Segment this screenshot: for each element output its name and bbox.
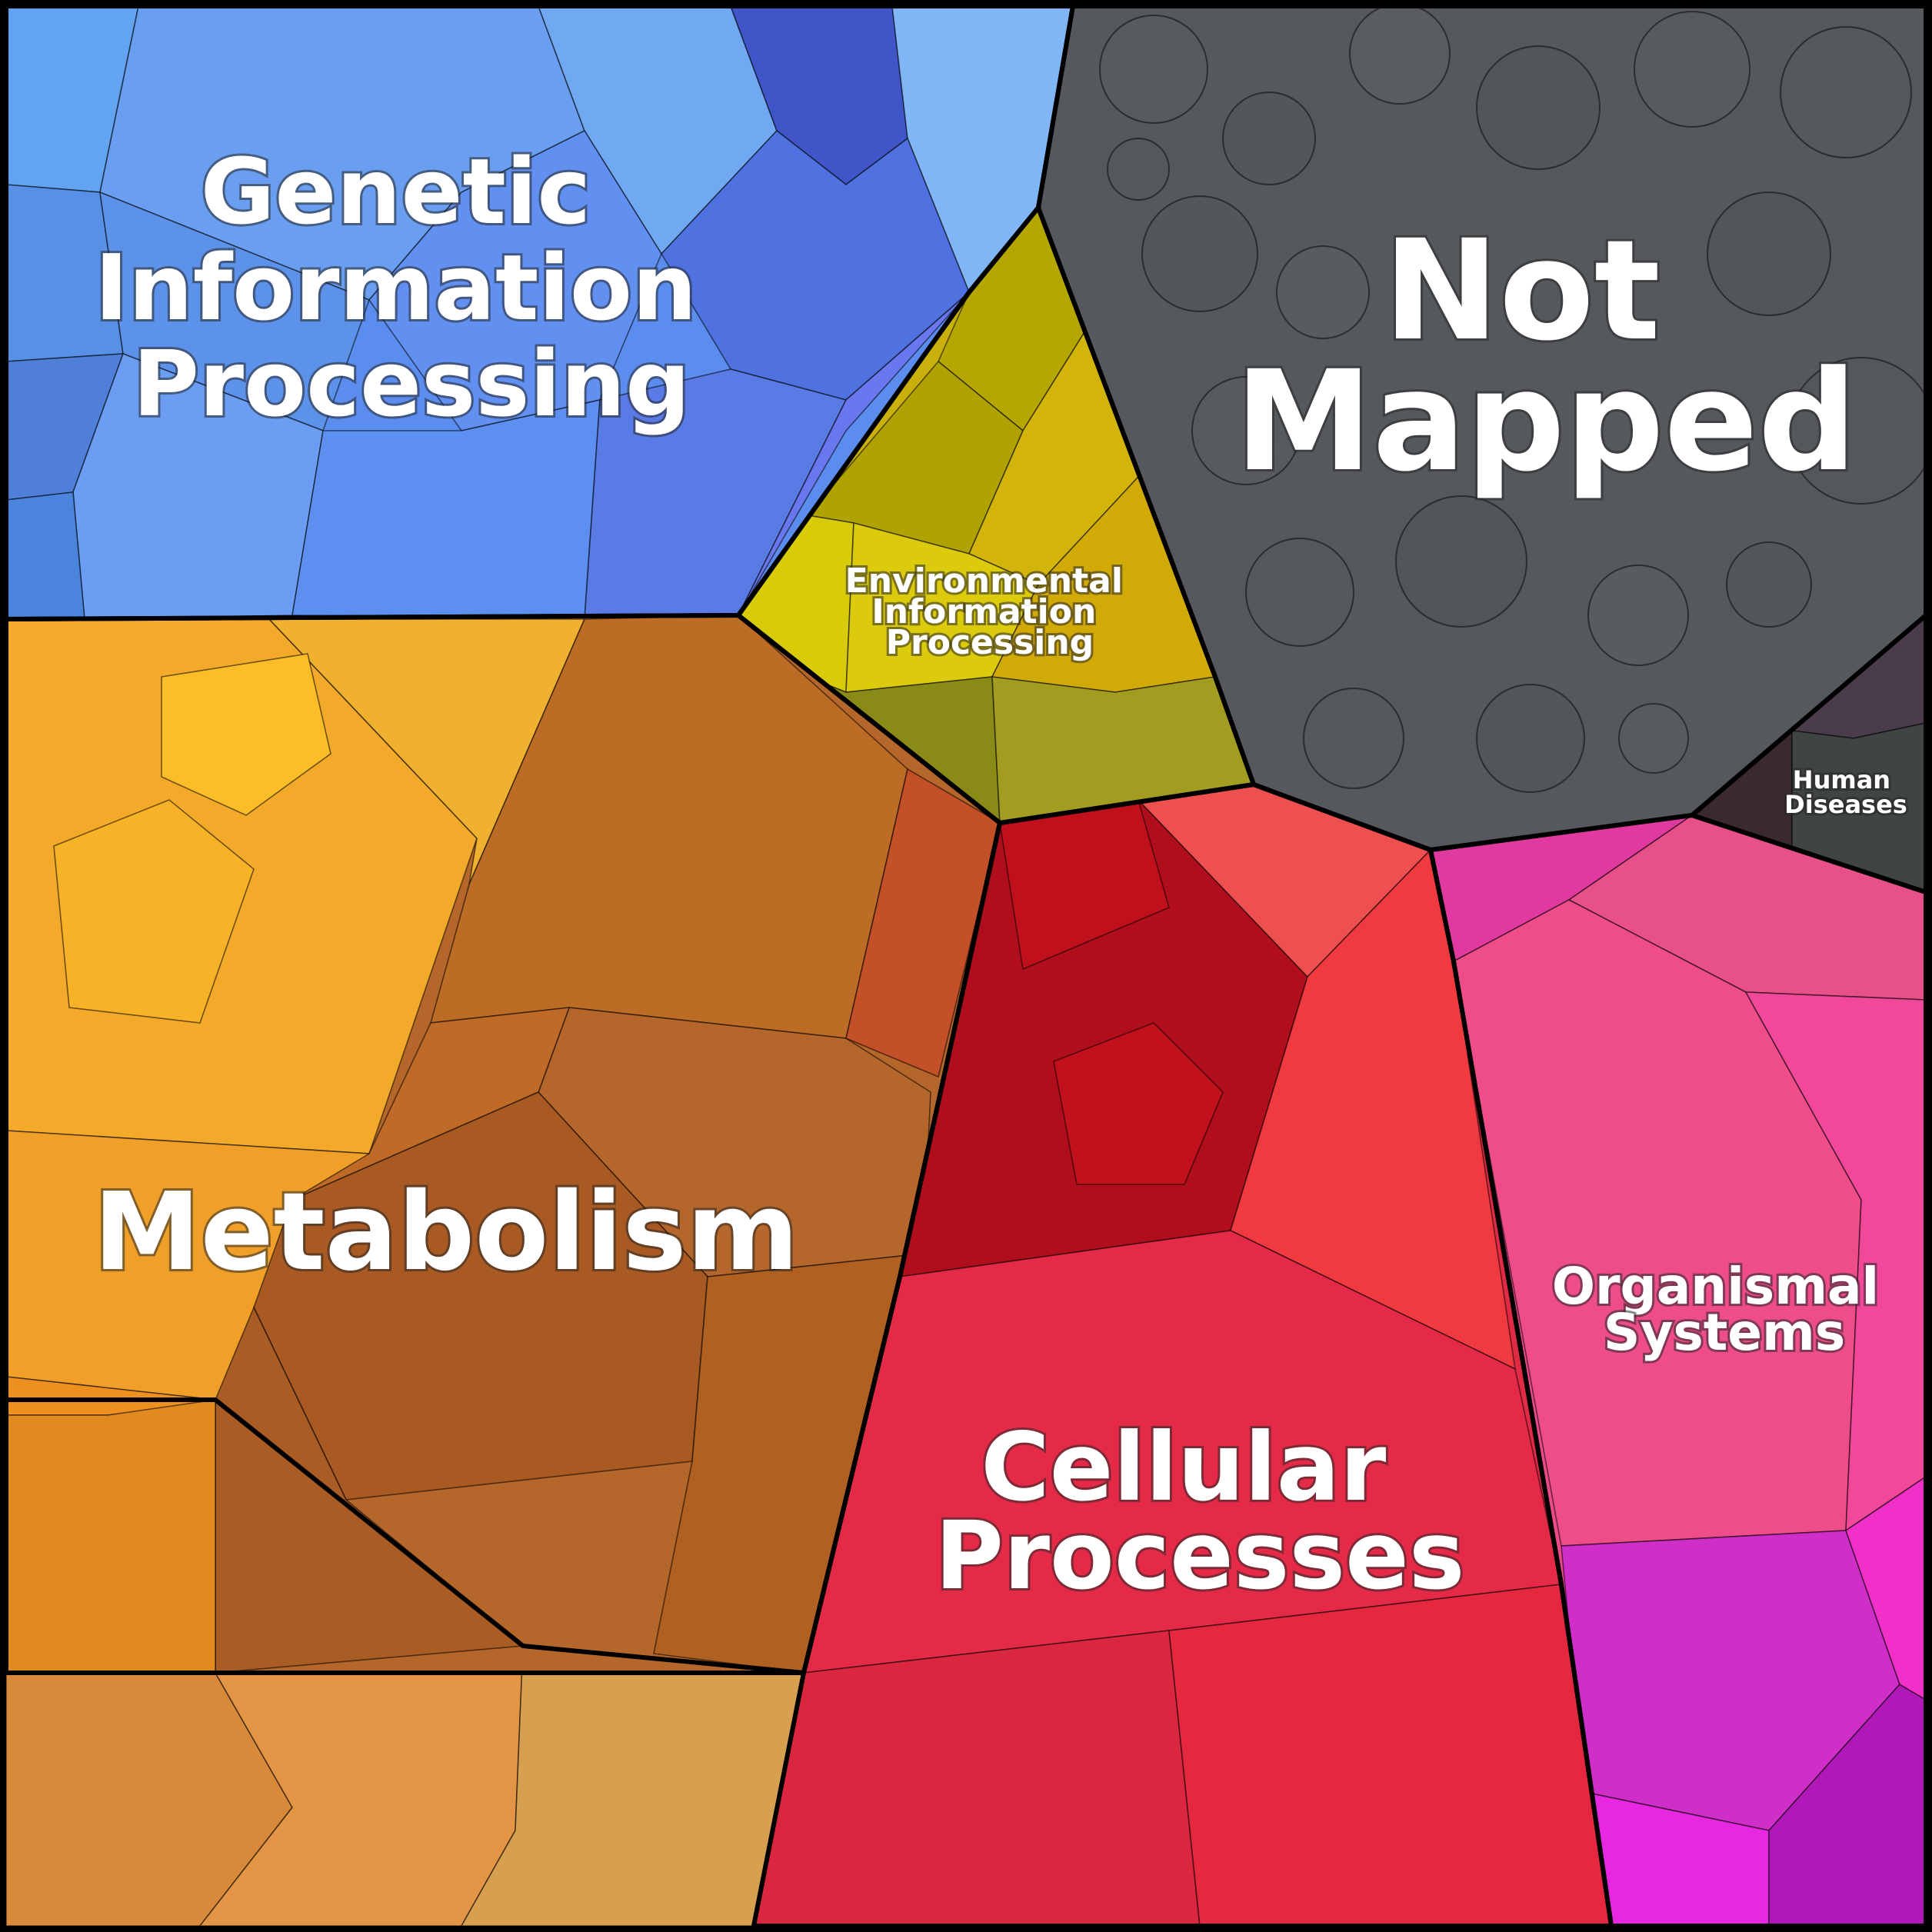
region-organismal: [1431, 815, 1926, 1926]
label-environmental: Environmental Information Processing: [845, 561, 1135, 662]
label-environmental-line-3: Processing: [886, 623, 1094, 662]
label-environmental-line-1: Environmental: [845, 561, 1123, 601]
region-metabolism-lower: [6, 1673, 804, 1926]
label-organismal-line-2: Systems: [1604, 1303, 1845, 1362]
label-not-mapped-line-1: Not: [1383, 211, 1660, 371]
label-environmental-line-2: Information: [871, 592, 1096, 631]
region-genetic: [6, 6, 1073, 619]
label-genetic-line-2: Information: [95, 235, 697, 341]
label-genetic-line-3: Processing: [132, 331, 690, 437]
label-human-diseases-line-2: Diseases: [1784, 790, 1907, 819]
label-not-mapped-line-2: Mapped: [1234, 341, 1857, 502]
label-cellular-line-2: Processes: [934, 1501, 1464, 1611]
region-cellular: [754, 784, 1611, 1926]
label-metabolism-line-1: Metabolism: [93, 1170, 798, 1295]
label-cellular-line-1: Cellular: [981, 1413, 1386, 1522]
label-human-diseases: Human Diseases: [1784, 765, 1907, 819]
label-genetic-line-1: Genetic: [201, 138, 591, 245]
label-organismal: Organismal Systems: [1552, 1257, 1897, 1362]
label-metabolism: Metabolism: [93, 1170, 798, 1295]
label-not-mapped: Not Mapped: [1234, 211, 1857, 502]
label-human-diseases-line-1: Human: [1793, 765, 1890, 794]
label-genetic: Genetic Information Processing: [95, 138, 728, 437]
region-not-mapped: [1038, 6, 1926, 850]
region-metabolism: [6, 615, 1000, 1673]
label-organismal-line-1: Organismal: [1552, 1257, 1879, 1316]
region-labels: Genetic Information Processing Environme…: [91, 136, 1909, 1613]
label-cellular: Cellular Processes: [934, 1413, 1464, 1611]
